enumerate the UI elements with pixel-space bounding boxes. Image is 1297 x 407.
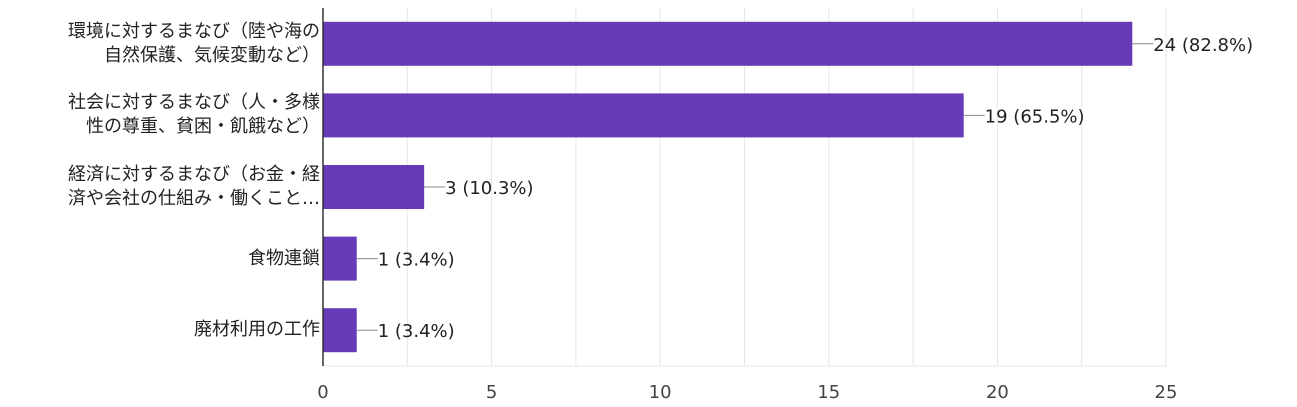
x-tick-label: 0 [317, 382, 328, 403]
category-label-line: 性の尊重、貧困・飢餓など） [86, 116, 320, 138]
x-tick-label: 15 [817, 382, 840, 403]
bar [323, 165, 425, 209]
x-tick-label: 10 [649, 382, 672, 403]
category-label: 食物連鎖 [248, 247, 320, 271]
x-tick-label: 5 [486, 382, 497, 403]
data-label: 24 (82.8%) [1153, 35, 1253, 56]
category-label-line: 環境に対するまなび（陸や海の [68, 20, 320, 42]
category-label-line: 食物連鎖 [248, 247, 320, 269]
category-label: 社会に対するまなび（人・多様 性の尊重、貧困・飢餓など） [68, 91, 320, 139]
bar [323, 308, 357, 353]
category-label: 経済に対するまなび（お金・経 済や会社の仕組み・働くこと… [68, 163, 320, 211]
category-label-line: 廃材利用の工作 [194, 319, 320, 341]
category-label: 環境に対するまなび（陸や海の 自然保護、気候変動など） [68, 20, 320, 68]
category-label-line: 社会に対するまなび（人・多様 [68, 92, 320, 114]
category-label-line: 済や会社の仕組み・働くこと… [68, 188, 320, 209]
category-label-line: 経済に対するまなび（お金・経 [68, 164, 320, 185]
data-label: 1 (3.4%) [378, 250, 455, 271]
bar [323, 21, 1133, 66]
data-label: 1 (3.4%) [378, 321, 455, 342]
data-label: 19 (65.5%) [985, 106, 1085, 127]
x-tick-label: 20 [986, 382, 1009, 403]
x-tick-label: 25 [1155, 382, 1178, 403]
bar [323, 93, 964, 138]
category-label: 廃材利用の工作 [194, 318, 320, 342]
category-label-line: 自然保護、気候変動など） [104, 44, 320, 66]
bar [323, 236, 357, 281]
data-label: 3 (10.3%) [445, 178, 533, 199]
